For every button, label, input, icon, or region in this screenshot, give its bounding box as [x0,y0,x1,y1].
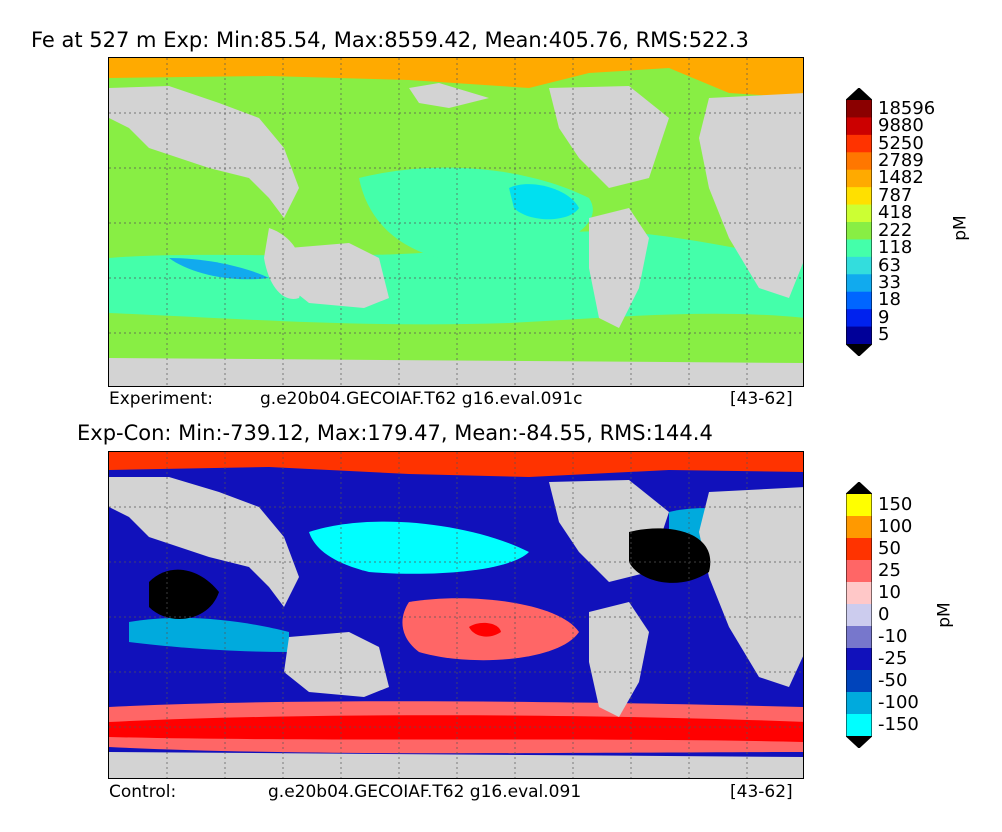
colorbar-max-extend [846,88,872,100]
colorbar-tick-label: 25 [878,560,901,581]
bottom-caption-case: g.e20b04.GECOIAF.T62 g16.eval.091 [268,782,582,802]
colorbar-max-extend [846,482,872,494]
colorbar-tick-label: 2789 [878,150,924,171]
colorbar-tick-label: 9880 [878,115,924,137]
colorbar-segment [846,169,872,188]
bottom-caption-years: [43-62] [730,782,793,802]
colorbar-tick-label: 10 [878,582,901,603]
colorbar-segment [846,560,872,583]
colorbar-segment [846,670,872,693]
colorbar-tick-label: 50 [878,538,901,559]
colorbar-segment [846,582,872,605]
colorbar-segment [846,204,872,223]
top-colorbar [845,87,873,357]
colorbar-tick-label: 18 [878,289,901,311]
colorbar-tick-label: -50 [878,670,908,691]
bottom-colorbar [845,481,873,749]
colorbar-tick-label: 222 [878,219,913,241]
colorbar-segment [846,648,872,671]
colorbar-min-extend [846,344,872,356]
colorbar-min-extend [846,736,872,748]
colorbar-segment [846,152,872,171]
colorbar-segment [846,714,872,737]
colorbar-segment [846,326,872,345]
colorbar-segment [846,692,872,715]
colorbar-segment [846,134,872,153]
colorbar-tick-label: 5 [878,324,890,346]
colorbar-tick-label: -25 [878,648,908,669]
colorbar-segment [846,239,872,258]
colorbar-segment [846,117,872,136]
colorbar-segment [846,309,872,328]
colorbar-segment [846,256,872,275]
colorbar-tick-label: -10 [878,626,908,647]
bottom-colorbar-unit: pM [934,602,955,628]
colorbar-segment [846,274,872,293]
colorbar-segment [846,604,872,627]
colorbar-segment [846,187,872,206]
colorbar-segment [846,516,872,539]
colorbar-tick-label: 33 [878,272,901,293]
colorbar-segment [846,222,872,240]
colorbar-tick-label: 1482 [878,167,924,189]
colorbar-tick-label: 18596 [878,97,936,119]
top-caption-years: [43-62] [730,389,793,409]
colorbar-tick-label: 5250 [878,132,924,154]
top-map-field [109,58,803,386]
colorbar-tick-label: 118 [878,237,913,259]
colorbar-tick-label: 418 [878,202,913,224]
colorbar-tick-label: 63 [878,254,901,276]
colorbar-segment [846,291,872,310]
colorbar-segment [846,538,872,561]
top-colorbar-unit: pM [950,215,971,241]
top-map [108,57,804,387]
colorbar-segment [846,100,872,118]
colorbar-tick-label: -100 [878,692,919,713]
top-caption-label: Experiment: [109,389,213,409]
bottom-caption-label: Control: [109,782,177,802]
colorbar-tick-label: 100 [878,516,913,537]
colorbar-tick-label: 150 [878,494,913,515]
top-caption-case: g.e20b04.GECOIAF.T62 g16.eval.091c [260,389,583,409]
colorbar-tick-label: -150 [878,714,919,735]
colorbar-tick-label: 787 [878,184,913,206]
bottom-map-field [109,452,803,778]
colorbar-tick-label: 0 [878,604,890,625]
bottom-map [108,451,804,779]
bottom-map-title: Exp-Con: Min:-739.12, Max:179.47, Mean:-… [77,421,713,445]
colorbar-tick-label: 9 [878,306,890,328]
colorbar-segment [846,626,872,649]
colorbar-segment [846,494,872,517]
top-map-title: Fe at 527 m Exp: Min:85.54, Max:8559.42,… [31,28,749,52]
